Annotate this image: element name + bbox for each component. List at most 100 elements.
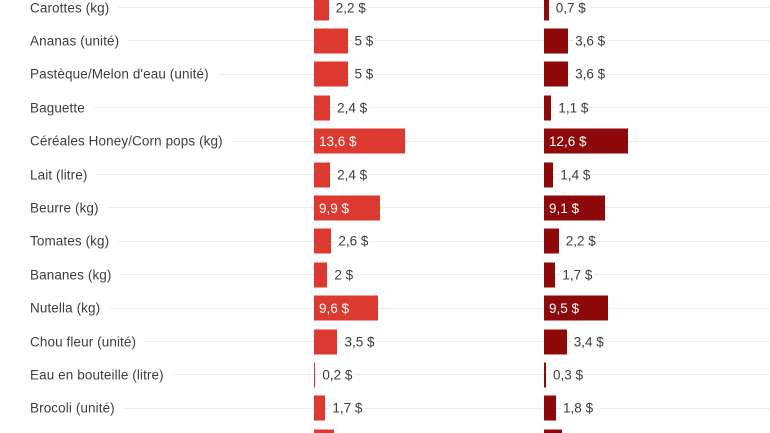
row-leader-line (30, 307, 770, 309)
right-bar-cell: 12,6 $ (544, 128, 629, 154)
left-bar-cell: 2 $ (314, 262, 356, 288)
row-leader-line (30, 340, 770, 342)
right-bar-cell: 2,2 $ (544, 228, 598, 254)
bar-value-label: 9,1 $ (549, 200, 580, 216)
row-label: Carottes (kg) (30, 0, 119, 16)
bar-value-label: 3,5 $ (342, 334, 377, 350)
left-price-bar[interactable]: 13,6 $ (314, 128, 406, 154)
left-bar-cell: 2,4 $ (314, 162, 370, 188)
bar-value-label: 2 $ (332, 267, 356, 283)
left-bar-cell: 5 $ (314, 61, 376, 87)
bar-value-label: 2,6 $ (336, 233, 371, 249)
right-price-bar[interactable] (544, 228, 559, 254)
right-bar-cell: 0,7 $ (544, 0, 588, 21)
row-label: Tomates (kg) (30, 233, 119, 249)
chart-row-partial (0, 425, 770, 433)
bar-value-label: 1,7 $ (330, 400, 365, 416)
right-price-bar[interactable] (544, 162, 554, 188)
left-bar-cell (314, 429, 335, 433)
row-label: Nutella (kg) (30, 300, 110, 316)
bar-value-label: 0,3 $ (551, 367, 586, 383)
left-price-bar[interactable]: 9,9 $ (314, 195, 381, 221)
chart-row: Carottes (kg) 2,2 $ 0,7 $ (0, 0, 770, 24)
left-bar-cell: 2,6 $ (314, 228, 371, 254)
left-bar-cell: 0,2 $ (314, 362, 355, 388)
right-price-bar[interactable]: 9,1 $ (544, 195, 605, 221)
left-price-bar[interactable] (314, 61, 348, 87)
chart-row: Beurre (kg) 9,9 $ 9,1 $ (0, 191, 770, 224)
chart-row: Pastèque/Melon d'eau (unité) 5 $ 3,6 $ (0, 58, 770, 91)
left-price-bar[interactable]: 9,6 $ (314, 295, 379, 321)
bar-value-label: 5 $ (352, 33, 376, 49)
left-price-bar[interactable] (314, 362, 316, 388)
bar-value-label: 1,8 $ (561, 400, 596, 416)
right-bar-cell: 9,1 $ (544, 195, 605, 221)
chart-row: Eau en bouteille (litre) 0,2 $ 0,3 $ (0, 358, 770, 391)
right-bar-cell: 0,3 $ (544, 362, 586, 388)
right-price-bar[interactable] (544, 28, 569, 54)
right-bar-cell: 9,5 $ (544, 295, 608, 321)
left-bar-cell: 3,5 $ (314, 329, 377, 355)
right-price-bar[interactable] (544, 362, 546, 388)
bar-value-label: 9,6 $ (319, 300, 350, 316)
right-price-bar[interactable] (544, 61, 569, 87)
bar-value-label: 1,1 $ (556, 100, 591, 116)
chart-row: Chou fleur (unité) 3,5 $ 3,4 $ (0, 325, 770, 358)
left-price-bar[interactable] (314, 162, 331, 188)
bar-value-label: 2,2 $ (563, 233, 598, 249)
row-leader-line (30, 374, 770, 376)
row-label: Ananas (unité) (30, 33, 129, 49)
left-bar-cell: 1,7 $ (314, 395, 365, 421)
row-leader-line (30, 7, 770, 8)
row-leader-line (30, 73, 770, 75)
left-bar-cell: 9,9 $ (314, 195, 381, 221)
chart-row: Ananas (unité) 5 $ 3,6 $ (0, 24, 770, 57)
left-bar-cell: 5 $ (314, 28, 376, 54)
row-label: Beurre (kg) (30, 200, 108, 216)
left-bar-cell: 9,6 $ (314, 295, 379, 321)
row-label: Bananes (kg) (30, 267, 121, 283)
right-price-bar[interactable] (544, 329, 567, 355)
bar-value-label: 1,7 $ (560, 267, 595, 283)
right-price-bar[interactable] (544, 0, 549, 21)
right-bar-cell: 3,6 $ (544, 28, 608, 54)
chart-row: Lait (litre) 2,4 $ 1,4 $ (0, 158, 770, 191)
right-price-bar[interactable] (544, 262, 556, 288)
bar-value-label: 13,6 $ (319, 133, 357, 149)
left-bar-cell: 13,6 $ (314, 128, 406, 154)
right-price-bar[interactable] (544, 429, 563, 433)
right-bar-cell: 1,4 $ (544, 162, 593, 188)
row-leader-line (30, 107, 770, 109)
left-price-bar[interactable] (314, 228, 332, 254)
left-price-bar[interactable] (314, 395, 326, 421)
bar-value-label: 3,6 $ (573, 66, 608, 82)
left-price-bar[interactable] (314, 28, 348, 54)
bar-value-label: 2,2 $ (333, 0, 368, 16)
left-price-bar[interactable] (314, 429, 335, 433)
row-label: Chou fleur (unité) (30, 334, 146, 350)
right-price-bar[interactable]: 12,6 $ (544, 128, 629, 154)
chart-row: Céréales Honey/Corn pops (kg) 13,6 $ 12,… (0, 125, 770, 158)
right-bar-cell: 3,6 $ (544, 61, 608, 87)
bar-value-label: 2,4 $ (335, 167, 370, 183)
right-bar-cell: 3,4 $ (544, 329, 606, 355)
right-price-bar[interactable] (544, 95, 552, 121)
row-leader-line (30, 207, 770, 209)
right-bar-cell (544, 429, 563, 433)
row-label: Eau en bouteille (litre) (30, 367, 173, 383)
row-label: Brocoli (unité) (30, 400, 124, 416)
chart-row: Tomates (kg) 2,6 $ 2,2 $ (0, 225, 770, 258)
right-price-bar[interactable] (544, 395, 557, 421)
right-price-bar[interactable]: 9,5 $ (544, 295, 608, 321)
left-price-bar[interactable] (314, 0, 329, 21)
bar-value-label: 3,6 $ (573, 33, 608, 49)
left-price-bar[interactable] (314, 329, 338, 355)
row-leader-line (30, 240, 770, 242)
left-price-bar[interactable] (314, 262, 328, 288)
bar-value-label: 1,4 $ (558, 167, 593, 183)
row-label: Céréales Honey/Corn pops (kg) (30, 133, 232, 149)
row-label: Lait (litre) (30, 167, 97, 183)
chart-row: Nutella (kg) 9,6 $ 9,5 $ (0, 292, 770, 325)
left-price-bar[interactable] (314, 95, 331, 121)
